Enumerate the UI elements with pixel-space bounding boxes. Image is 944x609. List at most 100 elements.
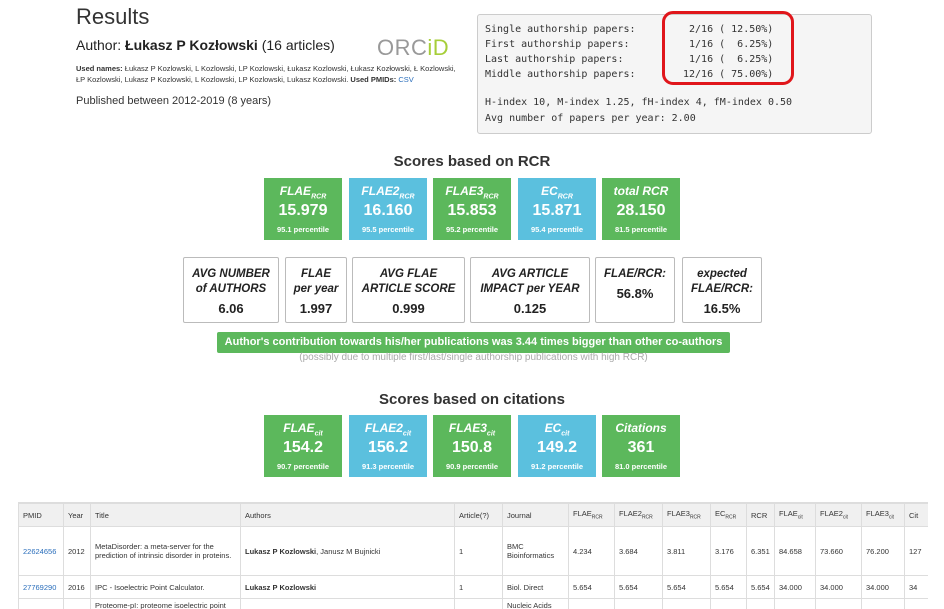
cell-article: 1 — [455, 576, 503, 599]
cell-year: 2016 — [64, 576, 91, 599]
cit-score-flae2: FLAE2cit 156.2 91.3 percentile — [349, 415, 427, 477]
author-count: (16 articles) — [258, 37, 335, 53]
header-label: Journal — [507, 511, 532, 520]
col-journal[interactable]: Journal — [503, 504, 569, 527]
cell-flae2-rcr — [615, 599, 663, 609]
col-ec-rcr[interactable]: ECRCR — [711, 504, 747, 527]
rcr-section-title: Scores based on RCR — [322, 153, 622, 170]
pmid-link[interactable]: 22624656 — [23, 547, 56, 556]
header-label: FLAE — [779, 509, 798, 518]
score-label-sub: RCR — [558, 193, 573, 200]
score-label-sub: RCR — [311, 193, 326, 200]
stats-row-last: Last authorship papers: — [485, 54, 623, 65]
stats-label: Single authorship papers: — [485, 24, 636, 35]
avg-value: 0.999 — [353, 301, 464, 316]
cell-title: IPC - Isoelectric Point Calculator. — [91, 576, 241, 599]
cell-flae-cit: 84.658 — [775, 527, 816, 576]
cell-flae3-rcr: 3.811 — [663, 527, 711, 576]
contribution-note: (possibly due to multiple first/last/sin… — [217, 352, 730, 363]
score-label: FLAE3RCR — [433, 184, 511, 200]
stats-row-middle: Middle authorship papers: — [485, 69, 636, 80]
cell-pmid — [19, 599, 64, 609]
cell-flae3-cit — [862, 599, 905, 609]
col-title[interactable]: Title — [91, 504, 241, 527]
score-value: 15.871 — [518, 202, 596, 220]
stats-row-single: Single authorship papers: — [485, 24, 636, 35]
header-sub: RCR — [690, 515, 701, 521]
cell-flae-cit — [775, 599, 816, 609]
col-flae-rcr[interactable]: FLAERCR — [569, 504, 615, 527]
score-value: 150.8 — [433, 439, 511, 457]
cell-article — [455, 599, 503, 609]
score-label-sub: RCR — [483, 193, 498, 200]
orcid-logo-text: ORC — [377, 35, 427, 60]
col-flae-cit[interactable]: FLAEcit — [775, 504, 816, 527]
col-authors[interactable]: Authors — [241, 504, 455, 527]
used-names-label: Used names: — [76, 64, 123, 73]
header-sub: cit — [798, 515, 803, 521]
header-label: FLAE — [573, 509, 592, 518]
header-label: FLAE2 — [820, 509, 843, 518]
articles-table: PMID Year Title Authors Article(?) Journ… — [18, 502, 928, 609]
header-label: Authors — [245, 511, 271, 520]
author-highlight: Lukasz P Kozlowski — [245, 583, 316, 592]
avg-label-line1: AVG FLAE — [380, 268, 437, 280]
author-prefix: Author: — [76, 37, 125, 53]
cell-ec-rcr — [711, 599, 747, 609]
score-label-sub: cit — [487, 430, 495, 437]
contribution-banner: Author's contribution towards his/her pu… — [217, 332, 730, 353]
header-label: Year — [68, 511, 83, 520]
cell-flae2-cit: 73.660 — [816, 527, 862, 576]
score-label-main: FLAE3 — [445, 184, 483, 198]
orcid-logo[interactable]: ORCiD — [377, 35, 449, 61]
score-label-main: EC — [545, 421, 562, 435]
score-label-main: FLAE3 — [449, 421, 487, 435]
flae-rcr-box: FLAE/RCR: 56.8% — [595, 257, 675, 323]
score-value: 156.2 — [349, 439, 427, 457]
score-percentile: 90.7 percentile — [264, 462, 342, 471]
col-flae3-cit[interactable]: FLAE3cit — [862, 504, 905, 527]
score-percentile: 81.0 percentile — [602, 462, 680, 471]
pmid-link[interactable]: 27769290 — [23, 583, 56, 592]
col-flae3-rcr[interactable]: FLAE3RCR — [663, 504, 711, 527]
col-flae2-rcr[interactable]: FLAE2RCR — [615, 504, 663, 527]
score-value: 16.160 — [349, 202, 427, 220]
col-cit[interactable]: Cit — [905, 504, 929, 527]
score-value: 149.2 — [518, 439, 596, 457]
col-rcr[interactable]: RCR — [747, 504, 775, 527]
score-label: ECRCR — [518, 184, 596, 200]
col-year[interactable]: Year — [64, 504, 91, 527]
cell-flae3-rcr — [663, 599, 711, 609]
avg-label-line1: FLAE — [301, 268, 331, 280]
cell-authors: Lukasz P Kozlowski, Janusz M Bujnicki — [241, 527, 455, 576]
avg-label-line2: IMPACT per YEAR — [480, 283, 579, 295]
cell-authors: Lukasz P Kozlowski — [241, 576, 455, 599]
col-article[interactable]: Article(?) — [455, 504, 503, 527]
score-value: 28.150 — [602, 202, 680, 220]
col-pmid[interactable]: PMID — [19, 504, 64, 527]
citations-section-title: Scores based on citations — [322, 391, 622, 408]
avg-label-line2: per year — [294, 283, 339, 295]
coauthors: , Janusz M Bujnicki — [316, 547, 380, 556]
avg-label: FLAE/RCR: — [596, 267, 674, 282]
score-label: FLAE2RCR — [349, 184, 427, 200]
header-label: Article(?) — [459, 511, 489, 520]
table-row: 22624656 2012 MetaDisorder: a meta-serve… — [19, 527, 929, 576]
score-label-sub: RCR — [399, 193, 414, 200]
avg-label-line2: ARTICLE SCORE — [362, 283, 456, 295]
highlight-annotation — [662, 11, 794, 85]
header-label: Title — [95, 511, 109, 520]
cell-ec-rcr: 5.654 — [711, 576, 747, 599]
csv-link[interactable]: CSV — [398, 75, 413, 84]
score-label: FLAE3cit — [433, 421, 511, 437]
score-percentile: 95.2 percentile — [433, 225, 511, 234]
score-value: 361 — [602, 439, 680, 457]
cell-flae3-cit: 76.200 — [862, 527, 905, 576]
col-flae2-cit[interactable]: FLAE2cit — [816, 504, 862, 527]
rcr-score-flae2: FLAE2RCR 16.160 95.5 percentile — [349, 178, 427, 240]
avg-label: FLAE per year — [286, 267, 346, 297]
